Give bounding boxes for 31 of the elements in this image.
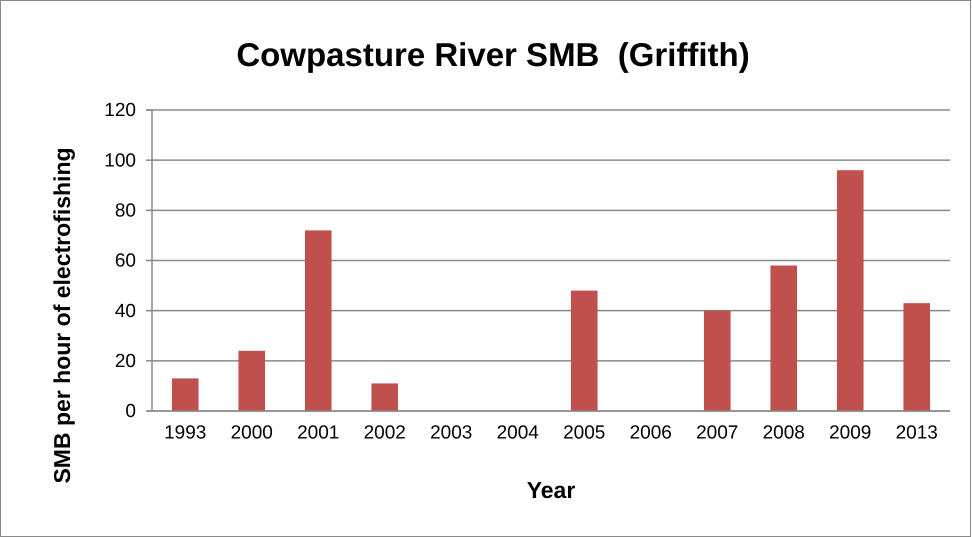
- bar: [836, 170, 864, 411]
- y-tick-label: 20: [114, 350, 136, 372]
- chart-title: Cowpasture River SMB (Griffith): [236, 36, 750, 73]
- y-axis-title: SMB per hour of electrofishing: [49, 147, 75, 484]
- x-tick-label: 2008: [762, 422, 805, 444]
- bar: [570, 290, 598, 411]
- x-tick-label: 2002: [364, 422, 406, 444]
- y-tick-label: 100: [104, 150, 136, 172]
- x-tick-label: 2006: [630, 422, 672, 444]
- x-axis-title: Year: [526, 477, 576, 503]
- x-tick-label: 2004: [496, 422, 540, 444]
- bar: [238, 350, 266, 411]
- y-tick-label: 80: [114, 200, 136, 222]
- y-tick-label: 40: [114, 300, 136, 322]
- bar: [371, 383, 398, 411]
- y-tick-label: 60: [114, 250, 136, 272]
- bar: [304, 230, 332, 411]
- bar: [770, 266, 798, 411]
- x-tick-label: 2013: [896, 422, 938, 444]
- x-tick-label: 2009: [829, 422, 872, 444]
- y-tick-label: 0: [125, 401, 136, 422]
- y-tick-label: 120: [104, 100, 136, 122]
- x-tick-label: 2005: [563, 422, 606, 444]
- x-tick-label: 2000: [230, 422, 273, 444]
- bar: [903, 303, 930, 411]
- x-tick-label: 2001: [297, 422, 340, 444]
- x-tick-label: 1993: [164, 422, 206, 444]
- bar: [172, 378, 199, 411]
- x-tick-label: 2003: [430, 422, 472, 444]
- bar: [704, 310, 731, 411]
- x-tick-label: 2007: [696, 422, 738, 444]
